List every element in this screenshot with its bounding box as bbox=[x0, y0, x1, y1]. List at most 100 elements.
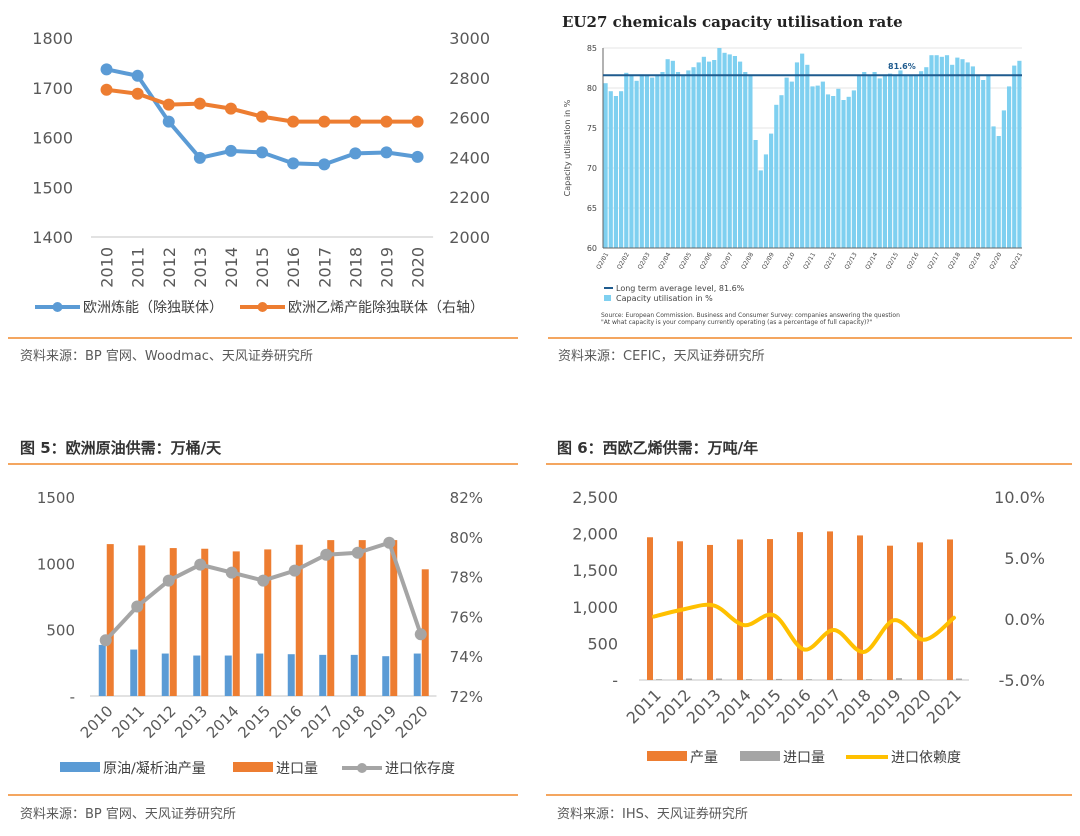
bar bbox=[887, 546, 893, 680]
y-tick-label: 80 bbox=[587, 84, 597, 93]
bar bbox=[867, 75, 871, 248]
bar bbox=[764, 154, 768, 248]
bar bbox=[774, 105, 778, 248]
bar bbox=[319, 655, 326, 696]
bar bbox=[795, 62, 799, 248]
bar bbox=[821, 82, 825, 248]
bar bbox=[647, 537, 653, 680]
data-point bbox=[131, 600, 143, 612]
bar bbox=[686, 679, 692, 680]
x-tick-label: 2010 bbox=[77, 702, 117, 742]
legend-swatch bbox=[60, 762, 100, 772]
bar bbox=[940, 57, 944, 248]
y-right-tick-label: 2600 bbox=[449, 109, 490, 128]
panel-eu27: EU27 chemicals capacity utilisation rate… bbox=[548, 13, 1072, 364]
x-tick-label: Q2/08 bbox=[740, 251, 755, 270]
bar bbox=[738, 62, 742, 248]
bar bbox=[656, 679, 662, 680]
source-note: 资料来源：IHS、天风证券研究所 bbox=[557, 806, 748, 822]
x-tick-label: 2016 bbox=[266, 702, 306, 742]
x-tick-label: 2013 bbox=[171, 702, 211, 742]
data-point bbox=[194, 559, 206, 571]
data-point bbox=[415, 628, 427, 640]
bar bbox=[748, 76, 752, 248]
bar bbox=[945, 55, 949, 248]
bar bbox=[862, 72, 866, 248]
legend-label: 欧洲乙烯产能除独联体（右轴） bbox=[288, 300, 484, 316]
y-right-tick-label: 2000 bbox=[449, 228, 490, 247]
bar bbox=[1017, 61, 1021, 248]
bar bbox=[776, 679, 782, 680]
bar bbox=[655, 75, 659, 248]
x-tick-label: 2011 bbox=[129, 247, 148, 288]
y-left-tick-label: 2,500 bbox=[572, 488, 618, 507]
x-tick-label: Q2/04 bbox=[657, 251, 672, 270]
x-tick-label: Q2/17 bbox=[926, 251, 941, 270]
y-right-tick-label: 10.0% bbox=[994, 488, 1045, 507]
bar bbox=[359, 540, 366, 696]
y-right-tick-label: 5.0% bbox=[1004, 549, 1045, 568]
bar bbox=[130, 650, 137, 696]
legend-bar-swatch bbox=[604, 295, 611, 301]
data-point bbox=[163, 99, 175, 111]
data-point bbox=[257, 575, 269, 587]
bar bbox=[327, 540, 334, 696]
x-tick-label: Q2/13 bbox=[843, 251, 858, 270]
legend-swatch bbox=[233, 762, 273, 772]
bar bbox=[351, 655, 358, 696]
bar bbox=[896, 678, 902, 680]
source-note: 资料来源：BP 官网、Woodmac、天风证券研究所 bbox=[20, 348, 313, 364]
x-tick-label: Q2/18 bbox=[947, 251, 962, 270]
bar bbox=[805, 65, 809, 248]
data-point bbox=[412, 151, 424, 163]
bar bbox=[737, 539, 743, 680]
bar bbox=[650, 78, 654, 248]
data-point bbox=[383, 537, 395, 549]
y-tick-label: 70 bbox=[587, 164, 597, 173]
x-tick-label: Q2/10 bbox=[781, 251, 796, 270]
bar bbox=[201, 549, 208, 696]
y-left-tick-label: 1700 bbox=[32, 79, 73, 98]
bar bbox=[767, 539, 773, 680]
bar bbox=[955, 58, 959, 248]
bar bbox=[193, 656, 200, 696]
bar bbox=[769, 134, 773, 248]
x-tick-label: 2020 bbox=[392, 702, 432, 742]
bar bbox=[986, 74, 990, 248]
legend-marker bbox=[53, 302, 63, 312]
bar bbox=[225, 656, 232, 696]
legend-average-label: Long term average level, 81.6% bbox=[616, 284, 745, 293]
bar bbox=[960, 59, 964, 248]
bar bbox=[883, 76, 887, 248]
data-point bbox=[101, 84, 113, 96]
bar bbox=[707, 62, 711, 248]
x-tick-label: 2015 bbox=[253, 247, 272, 288]
figure-title: 图 6：西欧乙烯供需：万吨/年 bbox=[557, 439, 758, 457]
bar bbox=[888, 74, 892, 248]
y-right-tick-label: 72% bbox=[450, 688, 483, 706]
bar bbox=[660, 72, 664, 248]
bar bbox=[414, 654, 421, 696]
y-left-tick-label: - bbox=[70, 688, 75, 706]
x-tick-label: 2015 bbox=[234, 702, 274, 742]
chart-title: EU27 chemicals capacity utilisation rate bbox=[562, 13, 903, 31]
panel-crude: 图 5：欧洲原油供需：万桶/天 资料来源：BP 官网、天风证券研究所 -5001… bbox=[8, 439, 518, 822]
bar bbox=[691, 67, 695, 248]
x-tick-label: Q2/06 bbox=[699, 251, 714, 270]
y-left-tick-label: 1000 bbox=[37, 555, 75, 573]
bar bbox=[1007, 86, 1011, 248]
bar bbox=[382, 656, 389, 696]
bar bbox=[619, 91, 623, 248]
y-left-tick-label: 1,500 bbox=[572, 561, 618, 580]
x-tick-label: Q2/07 bbox=[719, 251, 734, 270]
data-point bbox=[352, 547, 364, 559]
x-tick-label: 2012 bbox=[160, 247, 179, 288]
data-point bbox=[226, 567, 238, 579]
data-point bbox=[132, 88, 144, 100]
x-tick-label: Q2/02 bbox=[616, 251, 631, 270]
bar bbox=[852, 90, 856, 248]
y-left-tick-label: 1800 bbox=[32, 29, 73, 48]
data-point bbox=[225, 145, 237, 157]
bar bbox=[743, 72, 747, 248]
